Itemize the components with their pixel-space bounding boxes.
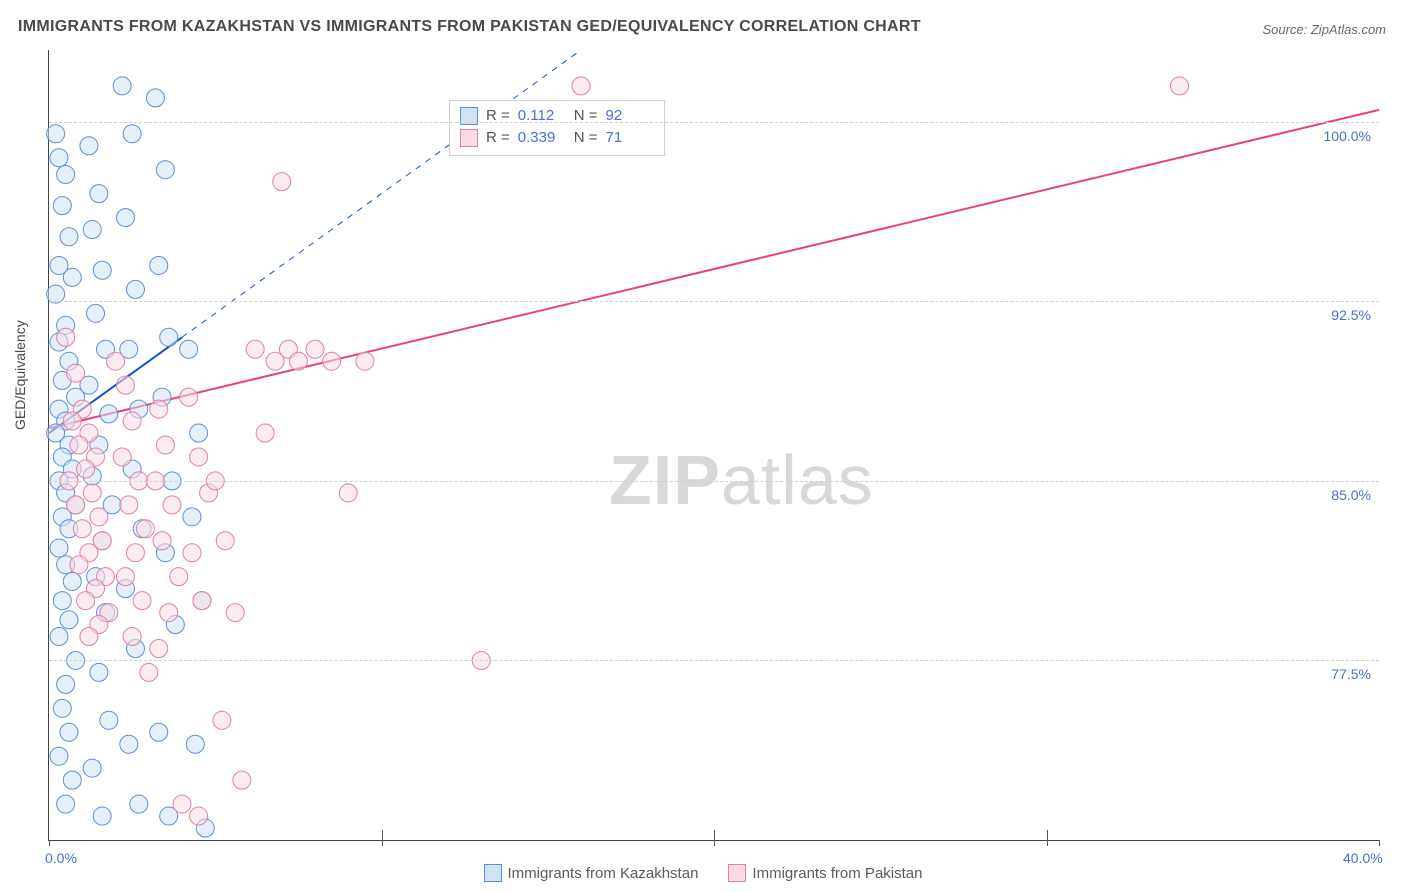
r-value-2: 0.339	[518, 127, 566, 149]
n-label-1: N =	[574, 105, 598, 127]
r-value-1: 0.112	[518, 105, 566, 127]
n-value-1: 92	[606, 105, 654, 127]
legend-swatch-2	[728, 864, 746, 882]
plot-svg	[49, 50, 1379, 840]
y-tick-label: 100.0%	[1324, 128, 1371, 144]
n-value-2: 71	[606, 127, 654, 149]
y-axis-title: GED/Equivalency	[12, 320, 28, 430]
stats-legend: R = 0.112 N = 92 R = 0.339 N = 71	[449, 100, 665, 156]
legend-label-2: Immigrants from Pakistan	[752, 865, 922, 882]
chart-container: IMMIGRANTS FROM KAZAKHSTAN VS IMMIGRANTS…	[0, 0, 1406, 892]
y-tick-label: 77.5%	[1331, 666, 1371, 682]
legend-item-1: Immigrants from Kazakhstan	[484, 864, 699, 882]
y-tick-label: 92.5%	[1331, 307, 1371, 323]
legend-bottom: Immigrants from Kazakhstan Immigrants fr…	[0, 864, 1406, 882]
stats-row-2: R = 0.339 N = 71	[460, 127, 654, 149]
y-tick-label: 85.0%	[1331, 487, 1371, 503]
legend-label-1: Immigrants from Kazakhstan	[508, 865, 699, 882]
source-label: Source: ZipAtlas.com	[1262, 22, 1386, 37]
legend-item-2: Immigrants from Pakistan	[728, 864, 922, 882]
r-label-2: R =	[486, 127, 510, 149]
legend-swatch-1	[484, 864, 502, 882]
chart-title: IMMIGRANTS FROM KAZAKHSTAN VS IMMIGRANTS…	[18, 18, 921, 36]
plot-area: ZIPatlas R = 0.112 N = 92 R = 0.339 N = …	[48, 50, 1379, 841]
n-label-2: N =	[574, 127, 598, 149]
stats-row-1: R = 0.112 N = 92	[460, 105, 654, 127]
r-label-1: R =	[486, 105, 510, 127]
swatch-series2	[460, 129, 478, 147]
